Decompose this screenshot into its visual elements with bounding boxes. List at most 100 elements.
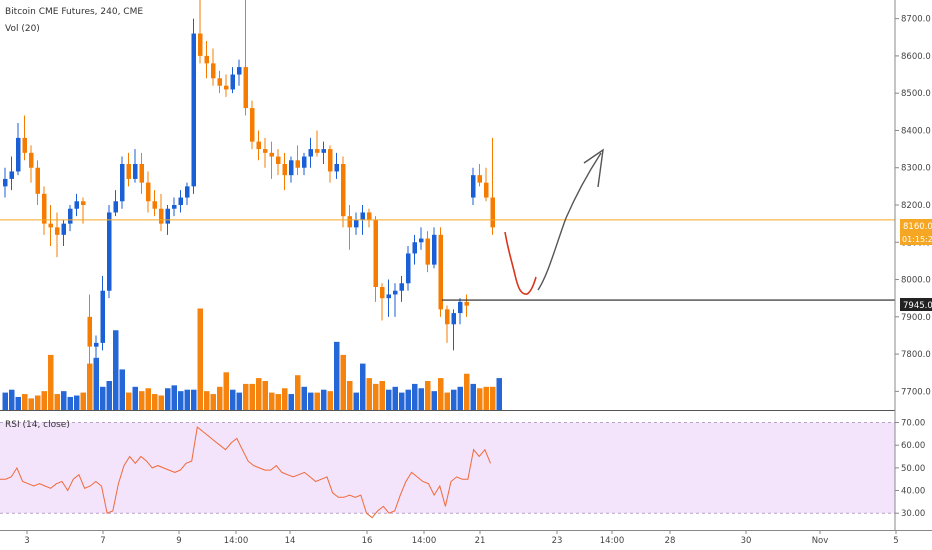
candle-body	[22, 137, 27, 153]
volume-bar	[373, 383, 379, 410]
candle-body	[464, 301, 469, 306]
volume-bar	[9, 389, 15, 410]
candle-body	[256, 141, 261, 150]
candle-body	[477, 175, 482, 183]
volume-bar	[249, 383, 255, 410]
candle-body	[432, 234, 437, 265]
volume-bar	[210, 394, 216, 410]
rsi-tick-label: 70.00	[901, 419, 925, 429]
volume-bar	[438, 378, 444, 410]
candle-body	[360, 212, 365, 220]
candle-body	[315, 149, 320, 153]
price-tick-label: 8700.0	[901, 15, 931, 25]
volume-bar	[269, 392, 275, 410]
rsi-tick-label: 30.00	[901, 509, 925, 519]
candle-body	[295, 160, 300, 168]
volume-bar	[113, 330, 119, 410]
candle-body	[152, 201, 157, 209]
volume-bar	[360, 363, 366, 410]
volume-bar	[340, 354, 346, 410]
volume-bar	[204, 391, 210, 410]
volume-bar	[314, 392, 320, 410]
time-axis[interactable]: 3 7 9 14:00 14 16 14:00 21 23 14:00 28 30 Nov 5	[0, 530, 932, 546]
candle-body	[29, 152, 34, 168]
volume-bar	[386, 389, 392, 410]
candle-body	[172, 205, 177, 209]
candle-body	[308, 149, 313, 157]
price-tick-label: 8300.0	[901, 164, 931, 174]
volume-bar	[28, 398, 34, 410]
volume-bar	[145, 388, 151, 410]
candle-body	[159, 208, 164, 224]
candle-body	[406, 253, 411, 284]
price-tick-label: 8200.0	[901, 201, 931, 211]
candle-body	[445, 309, 450, 325]
symbol-title[interactable]: Bitcoin CME Futures, 240, CME	[5, 7, 143, 17]
candle-body	[438, 234, 443, 310]
volume-bar	[282, 388, 288, 410]
candle-body	[87, 316, 92, 347]
rsi-tick-label: 60.00	[901, 441, 925, 451]
candle-body	[471, 175, 476, 198]
time-tick-label: 14:00	[412, 536, 437, 546]
candle-body	[81, 201, 86, 205]
candle-body	[490, 197, 495, 228]
time-tick-label: 16	[362, 536, 373, 546]
rsi-tick-label: 50.00	[901, 464, 925, 474]
candle-body	[334, 164, 339, 172]
volume-bar	[22, 394, 28, 410]
time-tick-label: 23	[552, 536, 563, 546]
time-tick-label: 14:00	[600, 536, 625, 546]
volume-bar	[106, 381, 112, 410]
candle-body	[289, 160, 294, 176]
volume-label[interactable]: Vol (20)	[5, 24, 40, 34]
volume-bar	[405, 389, 411, 410]
candle-body	[107, 212, 112, 291]
volume-bar	[139, 391, 145, 410]
volume-bar	[353, 392, 359, 410]
candle-body	[55, 227, 60, 235]
arrow-head-icon	[583, 148, 604, 188]
candle-body	[165, 208, 170, 224]
volume-bar	[132, 386, 138, 410]
price-axis[interactable]: 8700.08600.08500.08400.08300.08200.08100…	[894, 0, 931, 530]
volume-bar	[100, 386, 106, 410]
candle-body	[419, 238, 424, 243]
candle-body	[3, 178, 8, 187]
candle-body	[113, 201, 118, 213]
candle-body	[94, 342, 99, 347]
volume-bar	[275, 394, 281, 410]
volume-bar	[490, 386, 496, 410]
candle-body	[237, 67, 242, 75]
volume-bar	[171, 385, 177, 410]
rsi-label[interactable]: RSI (14, close)	[5, 420, 70, 430]
volume-bar	[301, 386, 307, 410]
volume-bar	[48, 354, 54, 410]
price-tick-label: 8000.0	[901, 276, 931, 286]
level-price-label: 7945.0	[903, 301, 932, 311]
candle-body	[373, 219, 378, 287]
candle-body	[42, 193, 47, 224]
time-tick-label: 28	[665, 536, 676, 546]
candle-body	[178, 197, 183, 205]
candle-body	[451, 313, 456, 325]
candle-body	[191, 33, 196, 187]
volume-bar	[87, 363, 93, 410]
candle-body	[74, 201, 79, 209]
volume-bar	[41, 391, 47, 410]
volume-bar	[80, 392, 86, 410]
candle-body	[250, 108, 255, 142]
time-tick-label: 14	[285, 536, 296, 546]
volume-bar	[217, 386, 223, 410]
volume-bar	[2, 392, 8, 410]
volume-bar	[152, 394, 158, 410]
volume-bar	[379, 381, 385, 410]
volume-bar	[184, 389, 190, 410]
candle-body	[146, 182, 151, 202]
volume-bar	[15, 396, 21, 410]
volume-bar	[496, 378, 502, 410]
candle-body	[9, 171, 14, 179]
rsi-tick-label: 40.00	[901, 487, 925, 497]
candle-body	[61, 223, 66, 235]
